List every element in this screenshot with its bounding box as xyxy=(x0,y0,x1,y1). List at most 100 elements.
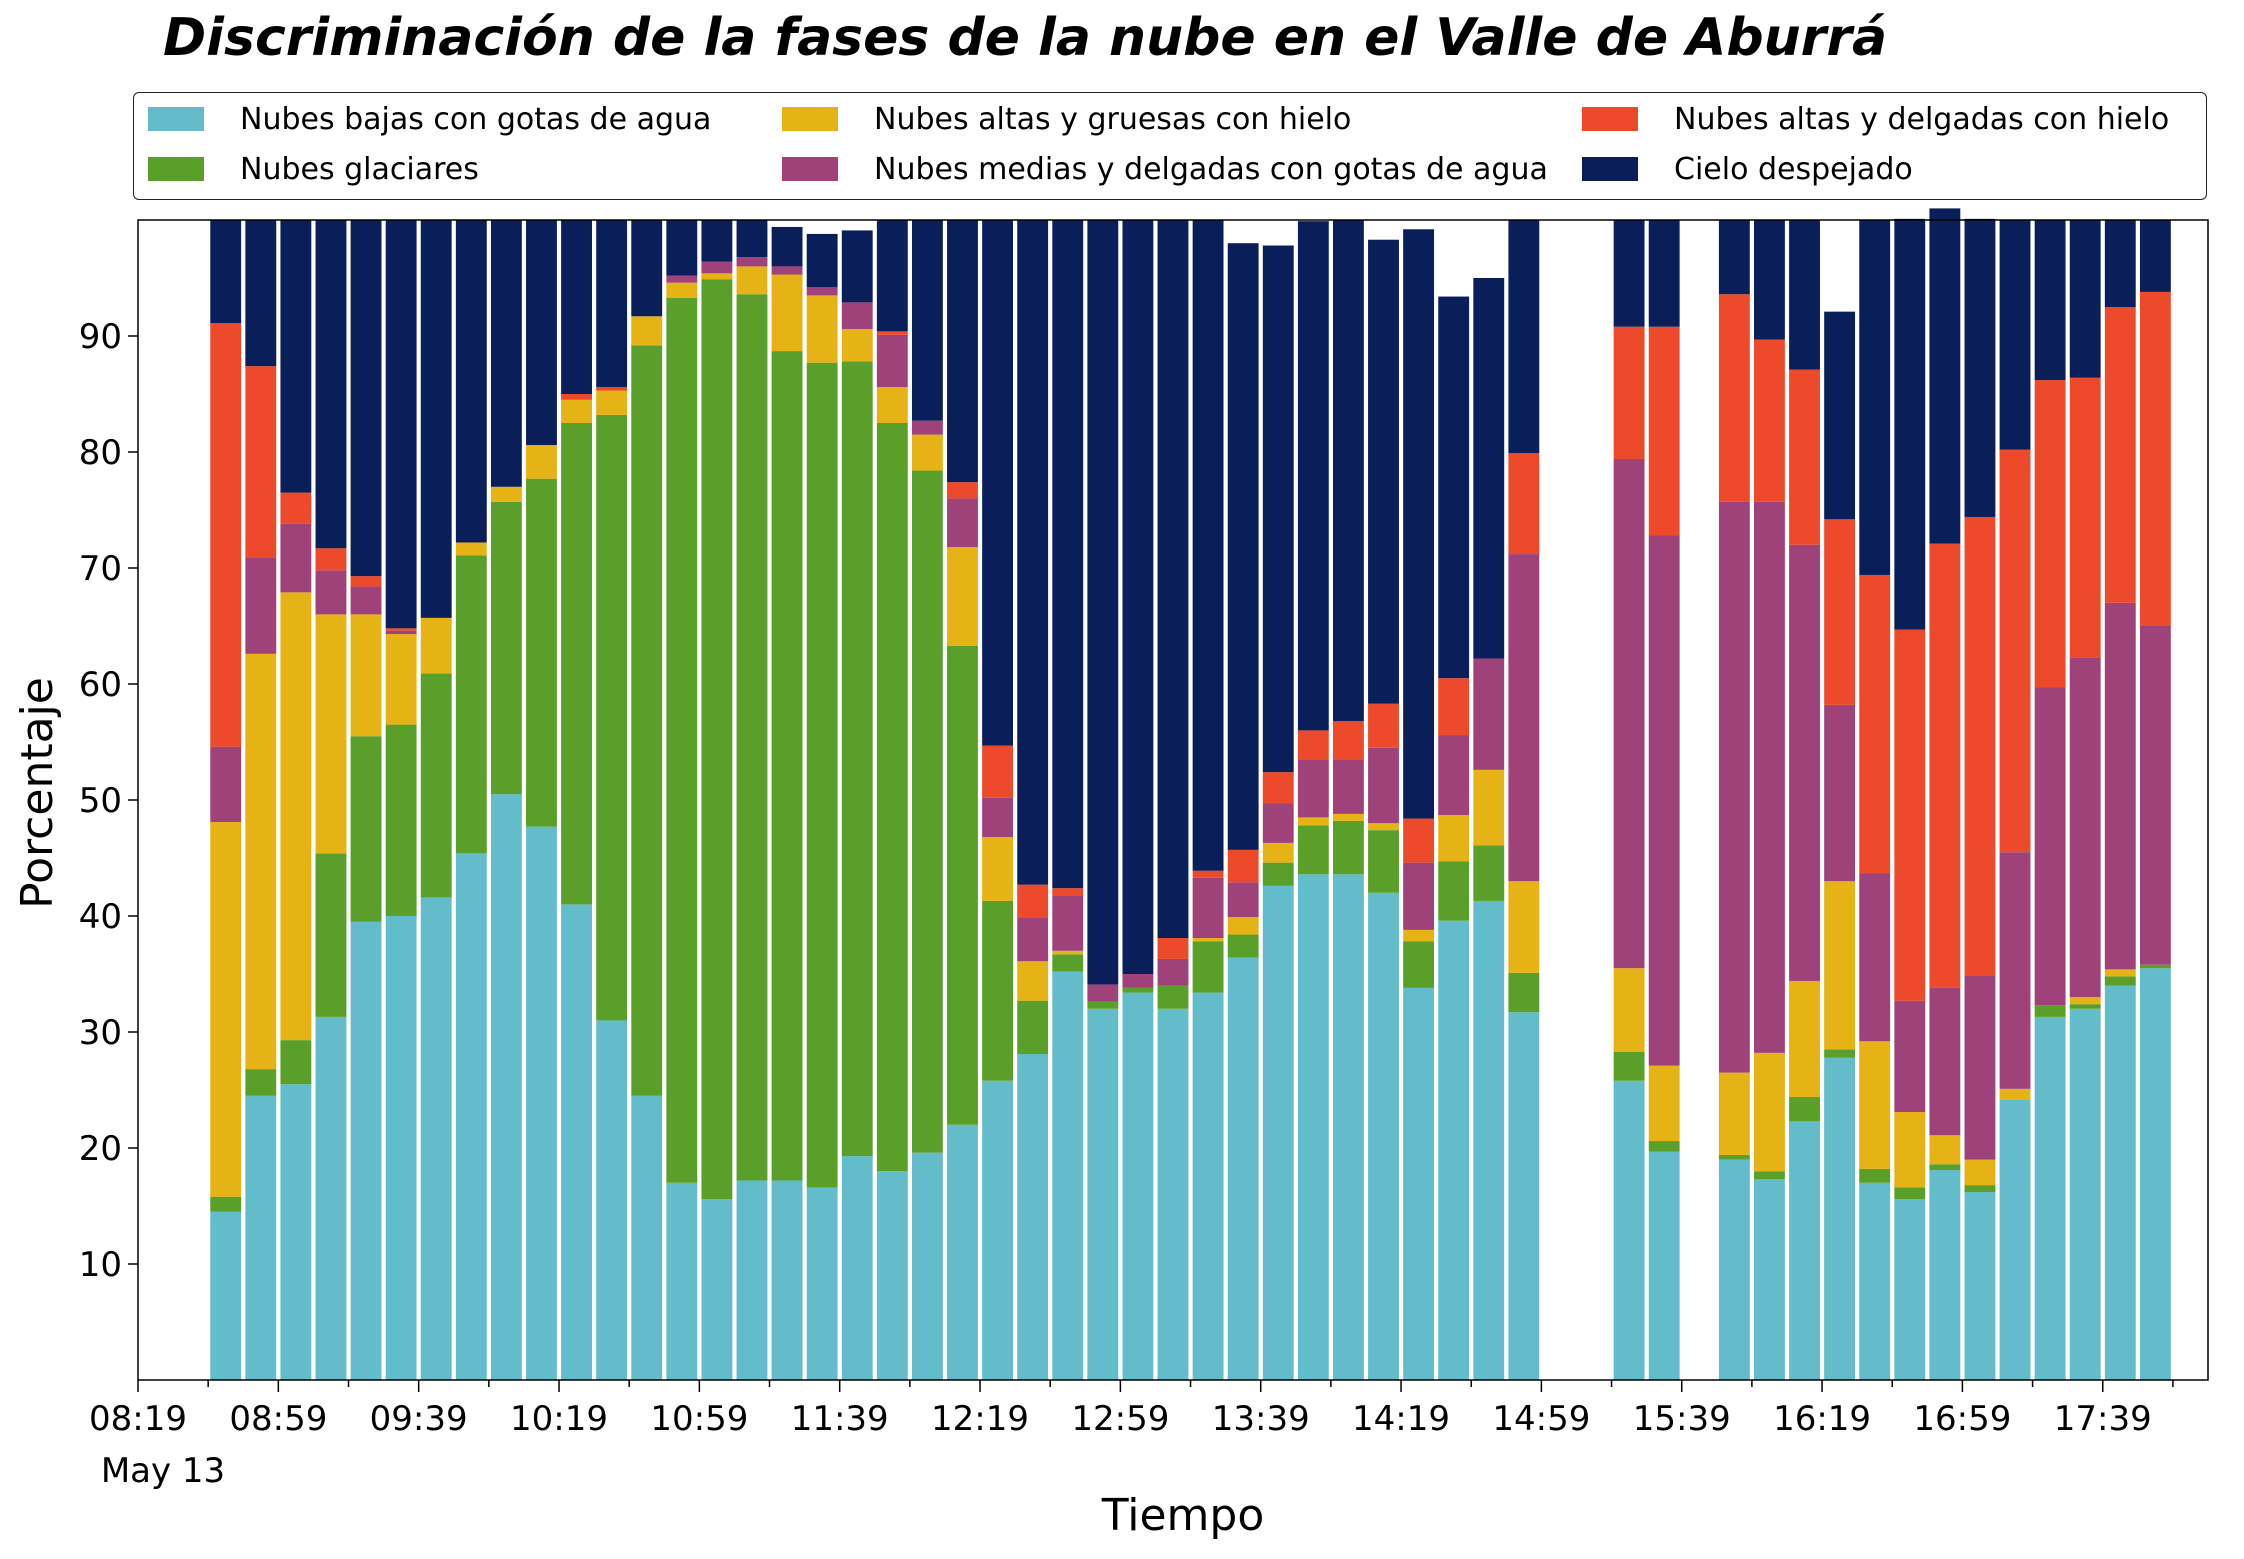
bar-segment xyxy=(1613,326,1645,459)
bar-segment xyxy=(1087,984,1119,1002)
bar-segment xyxy=(2034,380,2066,688)
bar-segment xyxy=(947,220,978,483)
bar-segment xyxy=(245,220,277,367)
bar-segment xyxy=(315,220,347,549)
legend-swatch xyxy=(1582,157,1638,181)
bar-segment xyxy=(1192,870,1224,878)
bar-segment xyxy=(1718,1159,1750,1380)
bar-segment xyxy=(350,736,382,922)
bar-segment xyxy=(526,826,557,1380)
bar-segment xyxy=(631,220,663,317)
bar-segment xyxy=(1052,954,1084,972)
bar-segment xyxy=(1964,975,1996,1160)
bar-segment xyxy=(1894,1199,1926,1380)
bar-segment xyxy=(1613,1051,1645,1081)
bar-segment xyxy=(1192,877,1224,939)
bar-segment xyxy=(1332,721,1364,760)
bar-segment xyxy=(1929,543,1961,988)
bar-segment xyxy=(490,220,522,487)
bar-segment xyxy=(701,261,733,274)
bar-segment xyxy=(561,399,592,423)
legend-item-cielo-despejado: Cielo despejado xyxy=(1582,149,1913,189)
bar-segment xyxy=(1438,861,1470,921)
bar-segment xyxy=(1508,220,1540,454)
bar-segment xyxy=(771,1180,803,1380)
bar-segment xyxy=(1262,803,1294,843)
bar-segment xyxy=(1087,220,1119,985)
bar-segment xyxy=(385,630,417,635)
bar-segment xyxy=(982,220,1014,746)
bar-segment xyxy=(420,897,452,1380)
bar-segment xyxy=(841,302,873,330)
bar-segment xyxy=(1859,1182,1891,1380)
bar-segment xyxy=(1297,825,1329,875)
bar-segment xyxy=(1052,220,1084,889)
bar-segment xyxy=(982,1080,1014,1380)
bar-segment xyxy=(561,394,592,400)
y-axis-label: Porcentaje xyxy=(12,677,63,909)
bar-segment xyxy=(841,329,873,362)
bar-segment xyxy=(911,470,943,1153)
bar-segment xyxy=(947,645,978,1125)
y-tick-label: 30 xyxy=(79,1013,122,1053)
bar-segment xyxy=(2139,220,2171,292)
bar-segment xyxy=(1999,220,2031,450)
bar-segment xyxy=(1473,769,1505,846)
legend-swatch xyxy=(782,107,838,131)
bar-segment xyxy=(1087,1008,1119,1380)
bar-segment xyxy=(420,220,452,618)
legend-label: Nubes bajas con gotas de agua xyxy=(240,101,712,137)
bar-segment xyxy=(1297,874,1329,1380)
bar-segment xyxy=(1929,987,1961,1136)
bar-segment xyxy=(1929,1135,1961,1165)
bar-segment xyxy=(350,576,382,587)
bar-segment xyxy=(280,220,312,493)
bar-segment xyxy=(1789,544,1820,981)
bar-segment xyxy=(1508,1012,1540,1380)
bar-segment xyxy=(385,634,417,725)
bar-segment xyxy=(1368,892,1399,1380)
bar-segment xyxy=(1017,917,1049,962)
bar-segment xyxy=(596,390,628,415)
bar-segment xyxy=(1438,920,1470,1380)
x-tick-label: 08:19 xyxy=(89,1399,187,1439)
bar-segment xyxy=(2104,969,2136,977)
bar-segment xyxy=(1718,501,1750,1073)
bar-segment xyxy=(280,592,312,1041)
bar-segment xyxy=(1859,873,1891,1042)
bar-segment xyxy=(315,548,347,571)
bar-segment xyxy=(736,1180,768,1380)
bar-segment xyxy=(631,345,663,1096)
bar-segment xyxy=(1157,1008,1189,1380)
bar-segment xyxy=(596,387,628,391)
bar-segment xyxy=(245,366,277,558)
x-tick-label: 13:39 xyxy=(1212,1399,1310,1439)
bar-segment xyxy=(876,423,908,1172)
bar-segment xyxy=(1718,1154,1750,1160)
legend-label: Nubes medias y delgadas con gotas de agu… xyxy=(874,151,1548,187)
bar-segment xyxy=(911,420,943,435)
bar-segment xyxy=(1508,453,1540,555)
bar-segment xyxy=(1403,941,1435,988)
bar-segment xyxy=(455,853,487,1380)
bar-segment xyxy=(701,1199,733,1380)
bar-segment xyxy=(245,557,277,654)
bar-segment xyxy=(2139,291,2171,626)
bars-group xyxy=(210,208,2171,1380)
legend-swatch xyxy=(1582,107,1638,131)
bar-segment xyxy=(2069,997,2101,1005)
bar-segment xyxy=(385,220,417,629)
bar-segment xyxy=(1403,929,1435,942)
bar-segment xyxy=(1824,1049,1856,1058)
bar-segment xyxy=(315,853,347,1017)
legend-item-nubes-bajas: Nubes bajas con gotas de agua xyxy=(148,99,711,139)
bar-segment xyxy=(210,822,242,1197)
bar-segment xyxy=(1227,917,1259,935)
y-tick-label: 10 xyxy=(79,1245,122,1285)
bar-segment xyxy=(982,797,1014,838)
bar-segment xyxy=(876,387,908,423)
y-tick-label: 70 xyxy=(79,549,122,589)
bar-segment xyxy=(1262,862,1294,886)
bar-segment xyxy=(771,274,803,352)
bar-segment xyxy=(876,220,908,332)
